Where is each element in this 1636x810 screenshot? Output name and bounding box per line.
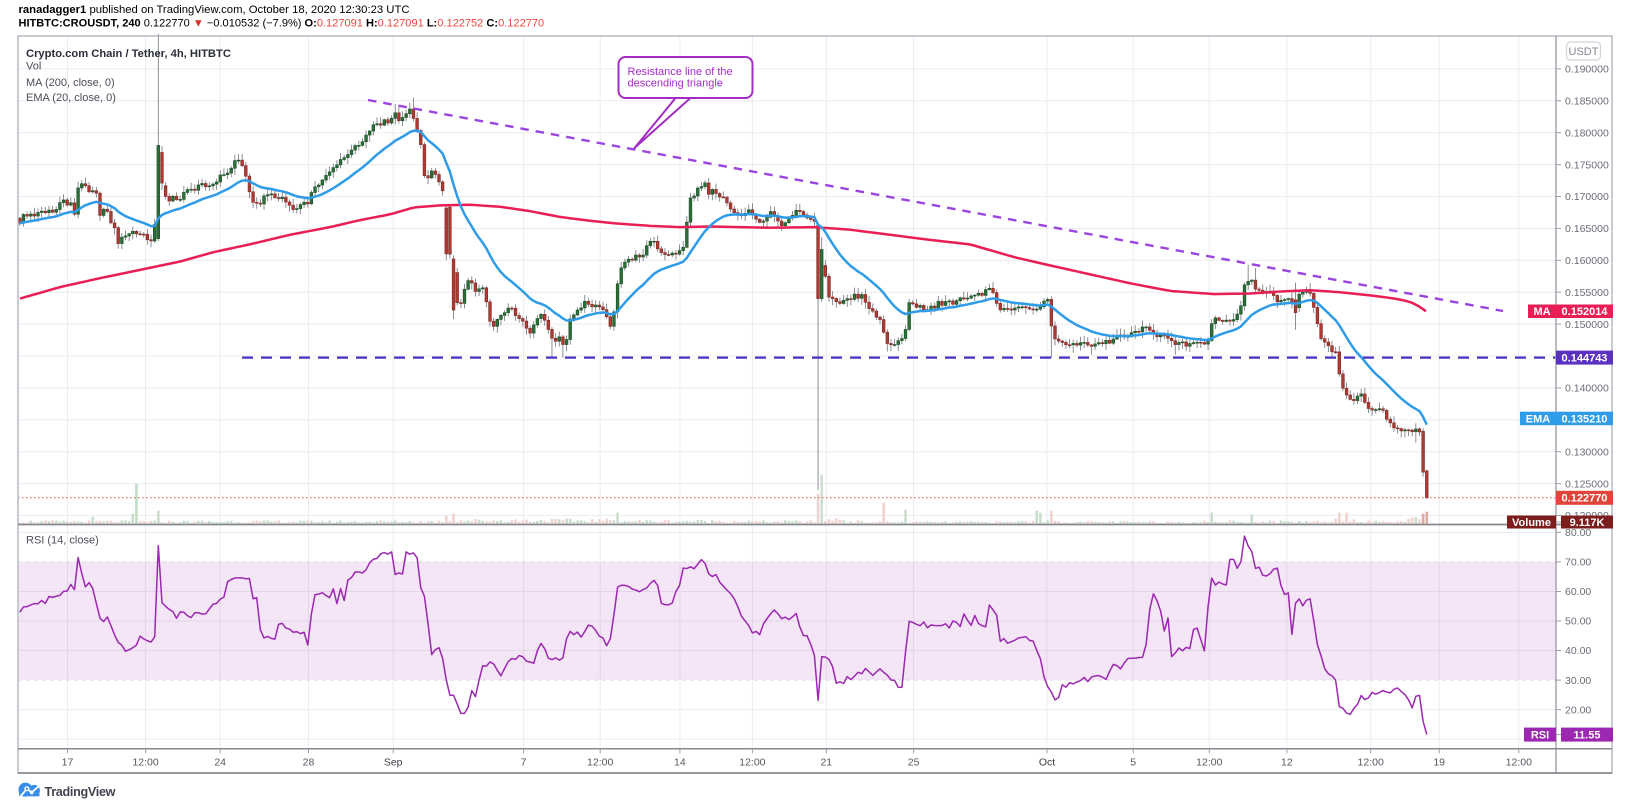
svg-text:12: 12 bbox=[1281, 757, 1293, 769]
svg-text:28: 28 bbox=[303, 757, 315, 769]
svg-text:0.125000: 0.125000 bbox=[1565, 478, 1609, 490]
svg-text:12:00: 12:00 bbox=[739, 757, 765, 769]
svg-text:MA: MA bbox=[1533, 306, 1550, 318]
svg-text:40.00: 40.00 bbox=[1565, 645, 1591, 657]
svg-text:17: 17 bbox=[62, 757, 74, 769]
svg-text:Vol: Vol bbox=[26, 61, 41, 73]
svg-text:EMA: EMA bbox=[1526, 413, 1551, 425]
svg-text:0.175000: 0.175000 bbox=[1565, 159, 1609, 171]
svg-text:Oct: Oct bbox=[1039, 757, 1055, 769]
svg-text:11.55: 11.55 bbox=[1574, 730, 1601, 742]
svg-text:0.155000: 0.155000 bbox=[1565, 287, 1609, 299]
svg-text:14: 14 bbox=[674, 757, 686, 769]
svg-text:70.00: 70.00 bbox=[1565, 557, 1591, 569]
svg-text:21: 21 bbox=[820, 757, 832, 769]
svg-text:0.190000: 0.190000 bbox=[1565, 64, 1609, 76]
svg-text:0.135210: 0.135210 bbox=[1562, 413, 1608, 425]
svg-text:80.00: 80.00 bbox=[1565, 527, 1591, 539]
svg-text:Crypto.com Chain / Tether, 4h,: Crypto.com Chain / Tether, 4h, HITBTC bbox=[26, 48, 231, 60]
svg-text:0.160000: 0.160000 bbox=[1565, 255, 1609, 267]
svg-text:0.122770: 0.122770 bbox=[1562, 493, 1608, 505]
svg-text:19: 19 bbox=[1433, 757, 1445, 769]
svg-text:0.140000: 0.140000 bbox=[1565, 383, 1609, 395]
svg-text:12:00: 12:00 bbox=[1196, 757, 1222, 769]
svg-text:20.00: 20.00 bbox=[1565, 704, 1591, 716]
svg-text:12:00: 12:00 bbox=[587, 757, 613, 769]
svg-text:TradingView: TradingView bbox=[45, 785, 116, 799]
svg-text:0.150000: 0.150000 bbox=[1565, 319, 1609, 331]
svg-text:0.130000: 0.130000 bbox=[1565, 446, 1609, 458]
svg-text:0.185000: 0.185000 bbox=[1565, 96, 1609, 108]
svg-text:5: 5 bbox=[1130, 757, 1136, 769]
svg-text:MA (200, close, 0): MA (200, close, 0) bbox=[26, 77, 115, 89]
svg-text:0.170000: 0.170000 bbox=[1565, 191, 1609, 203]
svg-text:Volume: Volume bbox=[1512, 517, 1551, 529]
svg-text:0.152014: 0.152014 bbox=[1562, 306, 1609, 318]
svg-text:0.144743: 0.144743 bbox=[1562, 353, 1608, 365]
svg-text:24: 24 bbox=[214, 757, 226, 769]
svg-text:12:00: 12:00 bbox=[1358, 757, 1384, 769]
svg-text:ranadagger1 published on Tradi: ranadagger1 published on TradingView.com… bbox=[19, 4, 410, 16]
svg-text:Resistance line of the: Resistance line of the bbox=[628, 66, 733, 78]
svg-text:60.00: 60.00 bbox=[1565, 586, 1591, 598]
svg-text:7: 7 bbox=[521, 757, 527, 769]
svg-text:0.180000: 0.180000 bbox=[1565, 127, 1609, 139]
svg-text:RSI: RSI bbox=[1531, 730, 1549, 742]
svg-text:12:00: 12:00 bbox=[132, 757, 158, 769]
svg-text:12:00: 12:00 bbox=[1506, 757, 1532, 769]
svg-text:USDT: USDT bbox=[1569, 46, 1599, 58]
svg-text:50.00: 50.00 bbox=[1565, 616, 1591, 628]
svg-text:9.117K: 9.117K bbox=[1570, 517, 1605, 529]
svg-text:HITBTC:CROUSDT, 240 0.122770 ▼: HITBTC:CROUSDT, 240 0.122770 ▼ −0.010532… bbox=[19, 18, 545, 30]
svg-text:25: 25 bbox=[908, 757, 920, 769]
svg-text:Sep: Sep bbox=[384, 757, 403, 769]
svg-text:0.165000: 0.165000 bbox=[1565, 223, 1609, 235]
svg-text:30.00: 30.00 bbox=[1565, 675, 1591, 687]
svg-text:RSI (14, close): RSI (14, close) bbox=[26, 535, 99, 547]
svg-text:descending triangle: descending triangle bbox=[628, 78, 723, 90]
svg-text:EMA (20, close, 0): EMA (20, close, 0) bbox=[26, 92, 116, 104]
